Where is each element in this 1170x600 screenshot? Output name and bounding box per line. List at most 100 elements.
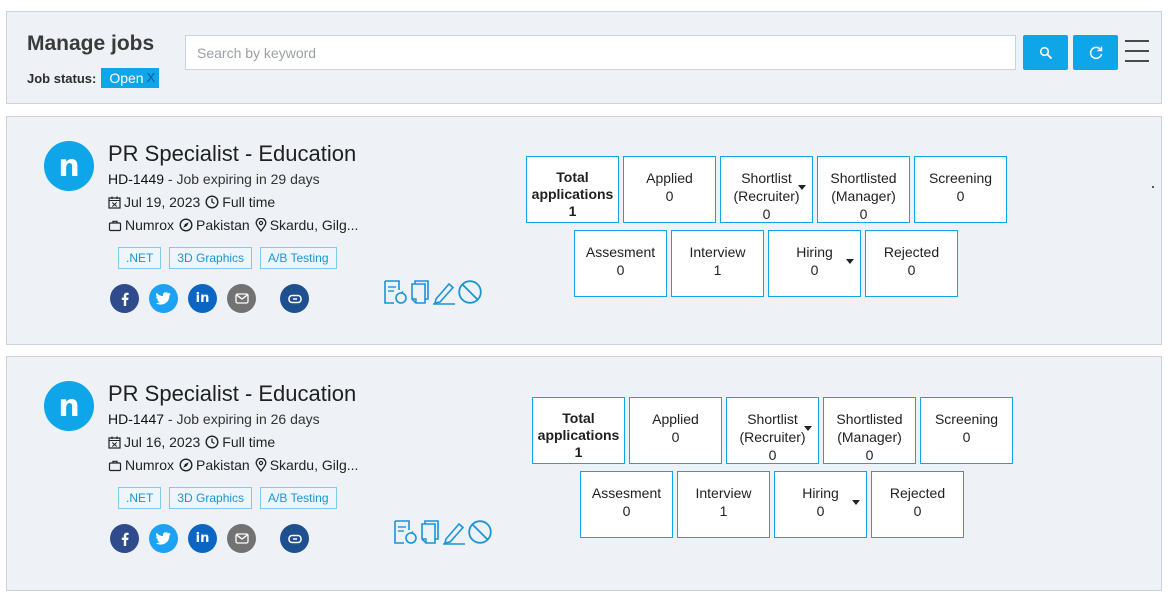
share-buttons: in [110, 524, 319, 553]
job-actions [383, 279, 484, 305]
job-date-type: Jul 19, 2023 Full time [108, 194, 275, 210]
stat-label: Screening [934, 411, 999, 427]
envelope-icon [234, 533, 249, 544]
job-country: Pakistan [196, 217, 250, 233]
job-company: Numrox [125, 457, 175, 473]
pencil-icon [443, 522, 465, 545]
skill-tag: 3D Graphics [169, 247, 253, 269]
stat-interview[interactable]: Interview 1 [671, 230, 764, 297]
twitter-share-button[interactable] [149, 524, 178, 553]
stat-hiring[interactable]: Hiring 0 [768, 230, 861, 297]
stat-shortlist-recruiter[interactable]: Shortlist (Recruiter) 0 [720, 156, 813, 223]
page-title: Manage jobs [27, 32, 155, 55]
linkedin-icon: in [195, 291, 210, 306]
stat-shortlisted-manager[interactable]: Shortlisted (Manager) 0 [823, 397, 916, 464]
stat-label: Total applications [531, 169, 614, 202]
stat-assesment[interactable]: Assesment 0 [574, 230, 667, 297]
calendar-icon [108, 436, 121, 449]
job-title[interactable]: PR Specialist - Education [108, 141, 357, 166]
stat-label: Assesment [591, 485, 662, 501]
linkedin-share-button[interactable]: in [188, 284, 217, 313]
remove-status-filter-button[interactable]: X [146, 70, 156, 85]
stat-value: 0 [762, 206, 771, 222]
hamburger-menu-button[interactable] [1125, 40, 1151, 66]
stat-value: 0 [616, 262, 625, 278]
facebook-share-button[interactable] [110, 524, 139, 553]
stat-value: 1 [568, 203, 577, 219]
divider-dot [1152, 186, 1154, 188]
close-job-button[interactable] [457, 279, 483, 305]
job-company: Numrox [125, 217, 175, 233]
stat-assesment[interactable]: Assesment 0 [580, 471, 673, 538]
stat-label: (Manager) [837, 429, 902, 445]
edit-job-button[interactable] [432, 279, 456, 305]
company-logo: n [44, 381, 94, 431]
copy-link-button[interactable] [280, 284, 309, 313]
linkedin-icon: in [195, 531, 210, 546]
skill-tag: .NET [118, 247, 162, 269]
location-pin-icon [255, 218, 267, 232]
stat-hiring[interactable]: Hiring 0 [774, 471, 867, 538]
facebook-share-button[interactable] [110, 284, 139, 313]
stat-label: Total applications [537, 410, 620, 443]
link-icon [287, 294, 302, 303]
chevron-down-icon[interactable] [846, 259, 854, 264]
compass-icon [179, 458, 193, 472]
search-button[interactable] [1023, 35, 1068, 70]
stat-applied[interactable]: Applied 0 [623, 156, 716, 223]
copy-link-button[interactable] [280, 524, 309, 553]
view-applications-button[interactable] [393, 519, 418, 545]
skill-tag: A/B Testing [260, 247, 337, 269]
refresh-icon [1089, 46, 1102, 59]
job-code: HD-1449 [108, 171, 165, 187]
job-date: Jul 19, 2023 [124, 194, 201, 210]
email-share-button[interactable] [227, 524, 256, 553]
stat-rejected[interactable]: Rejected 0 [865, 230, 958, 297]
stat-interview[interactable]: Interview 1 [677, 471, 770, 538]
job-company-location: Numrox Pakistan Skardu, Gilg... [108, 217, 358, 233]
stat-label: Assesment [585, 244, 656, 260]
company-logo: n [44, 141, 94, 191]
stat-value: 0 [768, 447, 777, 463]
calendar-icon [108, 196, 121, 209]
chevron-down-icon[interactable] [804, 426, 812, 431]
stat-shortlisted-manager[interactable]: Shortlisted (Manager) 0 [817, 156, 910, 223]
stat-total-applications[interactable]: Total applications 1 [526, 156, 619, 223]
link-icon [287, 534, 302, 543]
skill-tag: .NET [118, 487, 162, 509]
stat-label: Rejected [883, 244, 940, 260]
job-status-chip[interactable]: Open X [101, 68, 160, 88]
job-location: Skardu, Gilg... [269, 457, 359, 473]
close-job-button[interactable] [467, 519, 493, 545]
stat-screening[interactable]: Screening 0 [914, 156, 1007, 223]
stat-value: 0 [665, 188, 674, 204]
email-share-button[interactable] [227, 284, 256, 313]
linkedin-share-button[interactable]: in [188, 524, 217, 553]
job-code-expiry: HD-1447 - Job expiring in 26 days [108, 411, 320, 427]
job-location: Skardu, Gilg... [269, 217, 359, 233]
stat-applied[interactable]: Applied 0 [629, 397, 722, 464]
stat-shortlist-recruiter[interactable]: Shortlist (Recruiter) 0 [726, 397, 819, 464]
skill-tags: .NET 3D Graphics A/B Testing [118, 487, 345, 509]
edit-job-button[interactable] [442, 519, 466, 545]
chevron-down-icon[interactable] [798, 185, 806, 190]
job-date: Jul 16, 2023 [124, 434, 201, 450]
view-applications-button[interactable] [383, 279, 408, 305]
chevron-down-icon[interactable] [852, 500, 860, 505]
duplicate-job-button[interactable] [409, 279, 431, 305]
skill-tag: A/B Testing [260, 487, 337, 509]
pencil-icon [433, 282, 455, 305]
stat-total-applications[interactable]: Total applications 1 [532, 397, 625, 464]
twitter-share-button[interactable] [149, 284, 178, 313]
twitter-icon [156, 532, 171, 545]
location-pin-icon [255, 458, 267, 472]
stat-rejected[interactable]: Rejected 0 [871, 471, 964, 538]
skill-tags: .NET 3D Graphics A/B Testing [118, 247, 345, 269]
search-input[interactable] [185, 35, 1016, 70]
job-title[interactable]: PR Specialist - Education [108, 381, 357, 406]
refresh-button[interactable] [1073, 35, 1118, 70]
stat-label: Hiring [802, 485, 839, 501]
duplicate-job-button[interactable] [419, 519, 441, 545]
job-status-filter: Job status: Open X [27, 68, 160, 88]
stat-screening[interactable]: Screening 0 [920, 397, 1013, 464]
